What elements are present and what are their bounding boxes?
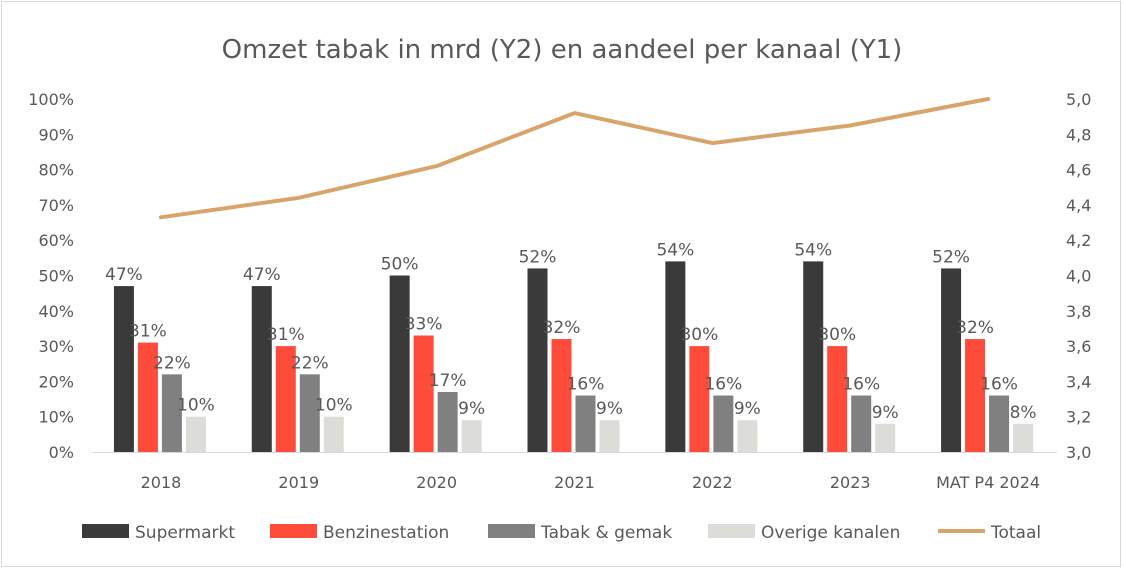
bar-benzinestation <box>413 335 434 452</box>
bar-supermarkt <box>941 268 962 452</box>
bar-tabak-gemak <box>989 395 1010 452</box>
data-label: 52% <box>519 247 557 267</box>
bar-tabak-gemak <box>299 374 320 452</box>
y-right-tick-label: 4,2 <box>1066 231 1091 250</box>
data-label: 30% <box>680 325 718 345</box>
legend-swatch <box>82 524 129 538</box>
y-left-tick-label: 70% <box>38 196 74 215</box>
data-label: 10% <box>177 396 215 416</box>
legend-label: Benzinestation <box>323 523 449 543</box>
bar-overige-kanalen <box>323 416 344 452</box>
y-left-tick-label: 80% <box>38 161 74 180</box>
y-right-tick-label: 3,4 <box>1066 372 1091 391</box>
bar-supermarkt <box>113 286 134 452</box>
data-label: 8% <box>1010 403 1037 423</box>
x-tick-label: 2023 <box>830 473 871 492</box>
data-label: 32% <box>956 318 994 338</box>
legend-swatch <box>488 524 535 538</box>
y-left-tick-label: 100% <box>28 90 74 109</box>
bar-tabak-gemak <box>575 395 596 452</box>
bar-overige-kanalen <box>737 420 758 452</box>
bar-supermarkt <box>665 261 686 452</box>
y-right-tick-label: 4,6 <box>1066 161 1091 180</box>
bar-benzinestation <box>689 346 710 452</box>
data-label: 47% <box>105 265 143 285</box>
data-label: 50% <box>381 255 419 275</box>
y-left-tick-label: 30% <box>38 337 74 356</box>
x-tick-label: MAT P4 2024 <box>936 473 1040 492</box>
data-label: 33% <box>405 315 443 335</box>
y-left-tick-label: 0% <box>49 443 74 462</box>
x-tick-label: 2021 <box>554 473 595 492</box>
chart-title: Omzet tabak in mrd (Y2) en aandeel per k… <box>222 35 903 65</box>
data-label: 9% <box>596 399 623 419</box>
bar-tabak-gemak <box>713 395 734 452</box>
data-label: 17% <box>429 371 467 391</box>
legend-swatch <box>708 524 755 538</box>
data-label: 9% <box>872 403 899 423</box>
data-label: 31% <box>129 322 167 342</box>
y-left-tick-label: 20% <box>38 372 74 391</box>
data-label: 22% <box>153 353 191 373</box>
y-left-tick-label: 50% <box>38 267 74 286</box>
data-label: 30% <box>818 325 856 345</box>
y-left-tick-label: 10% <box>38 408 74 427</box>
legend-label: Supermarkt <box>135 523 235 543</box>
bar-supermarkt <box>803 261 824 452</box>
bar-overige-kanalen <box>461 420 482 452</box>
data-label: 10% <box>315 396 353 416</box>
bar-benzinestation <box>137 342 158 452</box>
data-label: 47% <box>243 265 281 285</box>
x-tick-label: 2022 <box>692 473 733 492</box>
bar-supermarkt <box>527 268 548 452</box>
y-left-tick-label: 40% <box>38 302 74 321</box>
legend-label: Overige kanalen <box>761 523 900 543</box>
legend-label: Tabak & gemak <box>540 523 672 543</box>
y-right-tick-label: 3,6 <box>1066 337 1091 356</box>
y-left-tick-label: 60% <box>38 231 74 250</box>
data-label: 54% <box>794 240 832 260</box>
bar-overige-kanalen <box>1013 423 1034 452</box>
x-tick-label: 2020 <box>416 473 457 492</box>
y-right-tick-label: 3,0 <box>1066 443 1091 462</box>
data-label: 16% <box>567 375 605 395</box>
bar-benzinestation <box>275 346 296 452</box>
bar-benzinestation <box>827 346 848 452</box>
bar-benzinestation <box>551 339 572 452</box>
line-totaal <box>158 97 991 220</box>
y-right-tick-label: 5,0 <box>1066 90 1091 109</box>
data-label: 32% <box>543 318 581 338</box>
data-label: 9% <box>458 399 485 419</box>
data-label: 16% <box>842 375 880 395</box>
legend-label: Totaal <box>990 523 1041 543</box>
bar-supermarkt <box>389 275 410 452</box>
data-label: 16% <box>704 375 742 395</box>
bar-tabak-gemak <box>161 374 182 452</box>
x-tick-label: 2019 <box>278 473 319 492</box>
data-label: 9% <box>734 399 761 419</box>
bar-overige-kanalen <box>875 423 896 452</box>
x-tick-label: 2018 <box>141 473 182 492</box>
bar-tabak-gemak <box>437 391 458 452</box>
y-right-tick-label: 4,0 <box>1066 267 1091 286</box>
y-right-tick-label: 3,2 <box>1066 408 1091 427</box>
data-label: 22% <box>291 353 329 373</box>
bar-supermarkt <box>251 286 272 452</box>
data-label: 52% <box>932 247 970 267</box>
bar-tabak-gemak <box>851 395 872 452</box>
y-right-tick-label: 4,4 <box>1066 196 1091 215</box>
y-right-tick-label: 3,8 <box>1066 302 1091 321</box>
bar-overige-kanalen <box>599 420 620 452</box>
data-label: 16% <box>980 375 1018 395</box>
y-left-tick-label: 90% <box>38 125 74 144</box>
data-label: 31% <box>267 325 305 345</box>
data-label: 54% <box>656 240 694 260</box>
bar-benzinestation <box>965 339 986 452</box>
y-right-tick-label: 4,8 <box>1066 125 1091 144</box>
legend-swatch <box>270 524 317 538</box>
bar-overige-kanalen <box>185 416 206 452</box>
